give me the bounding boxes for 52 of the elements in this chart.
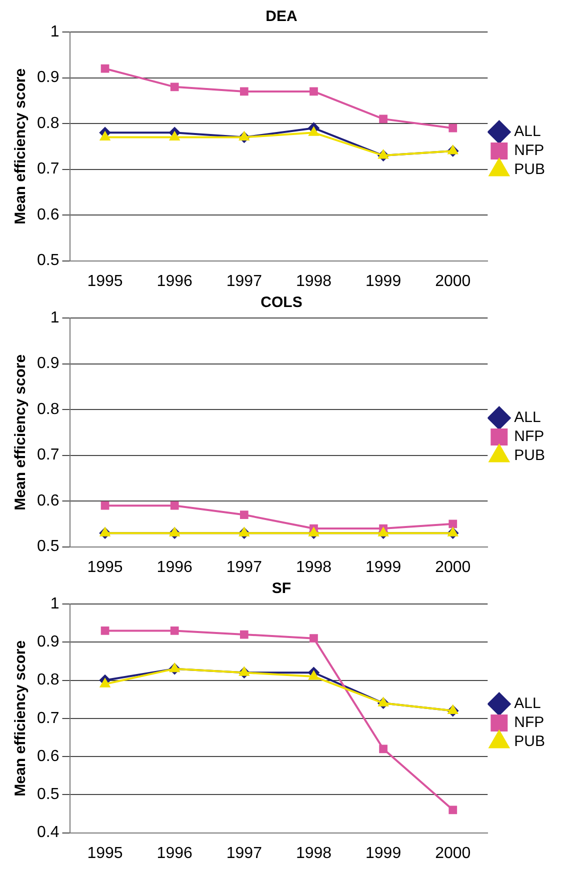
y-tick-label: 0.9 — [36, 634, 60, 651]
legend-label: ALL — [514, 695, 541, 712]
x-tick-label: 1995 — [87, 272, 123, 290]
legend-label: NFP — [514, 142, 544, 160]
x-tick-label: 2000 — [435, 272, 471, 290]
y-tick-label: 0.7 — [36, 710, 60, 727]
x-tick-label: 1995 — [87, 558, 123, 576]
legend-label: ALL — [514, 123, 541, 140]
legend-label: PUB — [514, 447, 545, 464]
x-tick-label: 1996 — [156, 844, 192, 862]
y-tick-label: 0.5 — [36, 252, 60, 270]
y-tick-label: 0.5 — [36, 786, 60, 804]
chart-title: COLS — [260, 294, 302, 312]
chart-title: DEA — [266, 8, 298, 26]
y-tick-label: 1 — [50, 309, 60, 326]
y-tick-label: 0.8 — [36, 114, 60, 132]
legend-label: NFP — [514, 428, 544, 446]
legend-label: PUB — [514, 733, 545, 750]
y-tick-label: 0.8 — [36, 672, 60, 689]
x-tick-label: 2000 — [435, 844, 471, 862]
x-tick-label: 1996 — [156, 558, 192, 576]
x-tick-label: 1997 — [226, 272, 262, 290]
legend-label: NFP — [514, 714, 544, 732]
x-tick-label: 2000 — [435, 558, 471, 576]
y-tick-label: 0.5 — [36, 538, 60, 556]
y-tick-label: 0.8 — [36, 400, 60, 418]
y-tick-label: 0.6 — [36, 748, 60, 765]
x-tick-label: 1999 — [366, 558, 402, 576]
y-tick-label: 1 — [50, 595, 60, 612]
x-tick-label: 1999 — [366, 272, 402, 290]
y-tick-label: 1 — [50, 23, 60, 40]
x-tick-label: 1995 — [87, 844, 123, 862]
legend-label: ALL — [514, 409, 541, 426]
y-tick-label: 0.7 — [36, 160, 60, 178]
chart-title: SF — [272, 580, 292, 598]
x-tick-label: 1999 — [366, 844, 402, 862]
y-tick-label: 0.4 — [36, 824, 60, 842]
x-tick-label: 1998 — [296, 558, 332, 576]
y-tick-label: 0.6 — [36, 206, 60, 224]
y-axis-title: Mean efficiency score — [12, 68, 30, 224]
x-tick-label: 1998 — [296, 272, 332, 290]
legend-label: PUB — [514, 161, 545, 178]
x-tick-label: 1996 — [156, 272, 192, 290]
y-tick-label: 0.9 — [36, 355, 60, 372]
x-tick-label: 1997 — [226, 558, 262, 576]
y-axis-title: Mean efficiency score — [12, 640, 30, 796]
y-tick-label: 0.9 — [36, 69, 60, 86]
x-tick-label: 1997 — [226, 844, 262, 862]
y-axis-title: Mean efficiency score — [12, 354, 30, 510]
y-tick-label: 0.6 — [36, 492, 60, 510]
x-tick-label: 1998 — [296, 844, 332, 862]
y-tick-label: 0.7 — [36, 446, 60, 464]
